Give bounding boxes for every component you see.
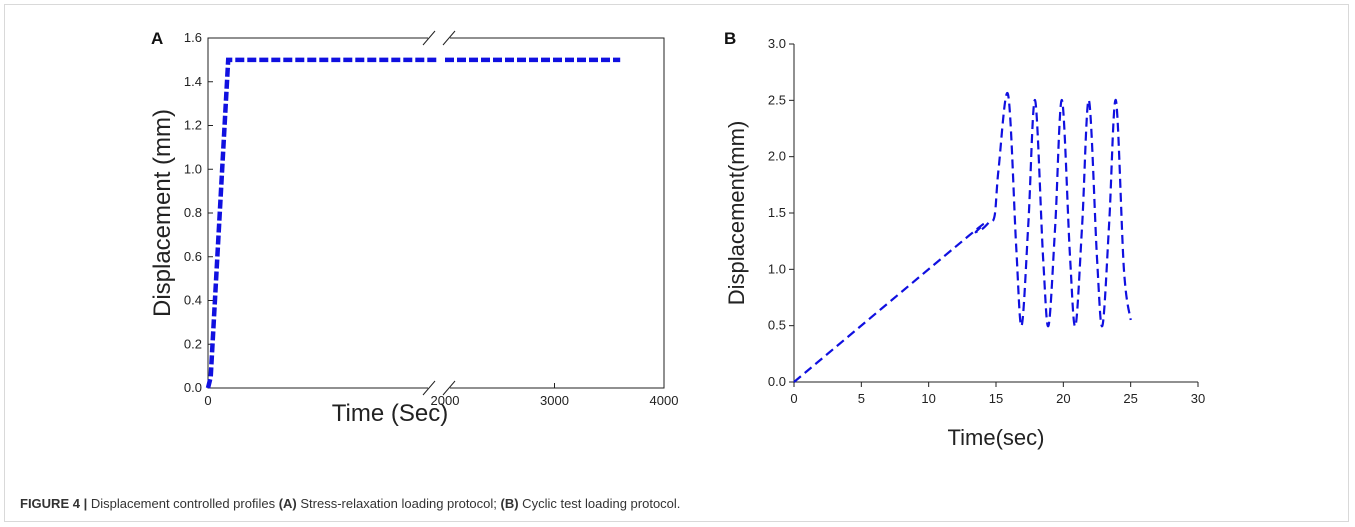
chart-panel-a: A 0.0 0.2 0.4 0.6 0.8 1.0 1.2 1.4 1.6 0 2000 3000 4…	[149, 29, 678, 427]
panel-b-x-tick-label: 0	[790, 391, 797, 406]
panel-b-series	[793, 91, 1132, 383]
panel-a-x-tick-label: 0	[204, 393, 211, 408]
axis-break-slash	[442, 30, 456, 46]
panel-a-y-tick-label: 0.8	[184, 205, 202, 220]
axis-break-slash	[422, 380, 436, 396]
figure-frame	[4, 4, 1349, 522]
panel-a-x-tick-label: 3000	[540, 393, 569, 408]
panel-a-y-tick-label: 1.2	[184, 118, 202, 133]
panel-b-y-tick-label: 0.5	[768, 318, 786, 333]
chart-panel-b: B 0.0 0.5 1.0 1.5 2.0 2.5 3.0 0 5 10 15 20 25 30 Dis…	[724, 29, 1205, 450]
caption-part-b: (B)	[500, 496, 519, 511]
panel-a-x-tick-label: 2000	[431, 393, 460, 408]
panel-b-x-tick-label: 20	[1056, 391, 1070, 406]
panel-b-y-tick-label: 0.0	[768, 374, 786, 389]
axis-break-slash	[442, 380, 456, 396]
panel-a-y-tick-label: 0.0	[184, 380, 202, 395]
panel-a-y-tick-label: 1.4	[184, 74, 202, 89]
axis-break-slash	[422, 30, 436, 46]
panel-a-plot-frame	[207, 37, 665, 389]
panel-b-x-tick-label: 10	[921, 391, 935, 406]
panel-b-x-tick-label: 15	[989, 391, 1003, 406]
caption-figure-label: FIGURE 4 |	[20, 496, 88, 511]
panel-a-axis-break	[422, 30, 456, 396]
panel-b-label: B	[724, 29, 736, 48]
panel-a-x-axis-title: Time (Sec)	[332, 400, 448, 427]
panel-b-x-ticks: 0 5 10 15 20 25 30	[790, 382, 1205, 406]
panel-a-series-line	[205, 57, 437, 389]
axis-break-gap	[428, 32, 450, 44]
figure-caption: FIGURE 4 | Displacement controlled profi…	[20, 496, 680, 511]
panel-a-y-tick-label: 1.6	[184, 30, 202, 45]
panel-a-y-axis-title: Displacement (mm)	[149, 109, 176, 317]
caption-part-a: (A)	[278, 496, 297, 511]
panel-b-x-tick-label: 5	[858, 391, 865, 406]
caption-text-3: Cyclic test loading protocol.	[518, 496, 681, 511]
panel-a-x-tick-label: 4000	[650, 393, 679, 408]
panel-b-x-axis-title: Time(sec)	[948, 425, 1045, 450]
panel-a-label: A	[151, 29, 163, 48]
panel-b-y-tick-label: 2.0	[768, 149, 786, 164]
panel-b-series-line	[793, 91, 1132, 383]
caption-text-1: Displacement controlled profiles	[87, 496, 279, 511]
panel-b-y-axis-title: Displacement(mm)	[724, 121, 749, 306]
panel-b-y-tick-label: 1.5	[768, 205, 786, 220]
panel-a-y-tick-label: 0.6	[184, 249, 202, 264]
panel-a-series	[205, 57, 621, 389]
panel-a-y-tick-label: 0.2	[184, 336, 202, 351]
panel-b-y-tick-label: 3.0	[768, 36, 786, 51]
panel-b-x-tick-label: 30	[1191, 391, 1205, 406]
panel-b-y-tick-label: 2.5	[768, 92, 786, 107]
panel-a-y-tick-label: 1.0	[184, 161, 202, 176]
axis-break-gap	[428, 382, 450, 394]
panel-a-y-ticks: 0.0 0.2 0.4 0.6 0.8 1.0 1.2 1.4 1.6	[184, 30, 213, 395]
panel-b-y-ticks: 0.0 0.5 1.0 1.5 2.0 2.5 3.0	[768, 36, 794, 389]
panel-b-x-tick-label: 25	[1123, 391, 1137, 406]
caption-text-2: Stress-relaxation loading protocol;	[296, 496, 501, 511]
panel-b-y-tick-label: 1.0	[768, 261, 786, 276]
panel-a-y-tick-label: 0.4	[184, 293, 202, 308]
